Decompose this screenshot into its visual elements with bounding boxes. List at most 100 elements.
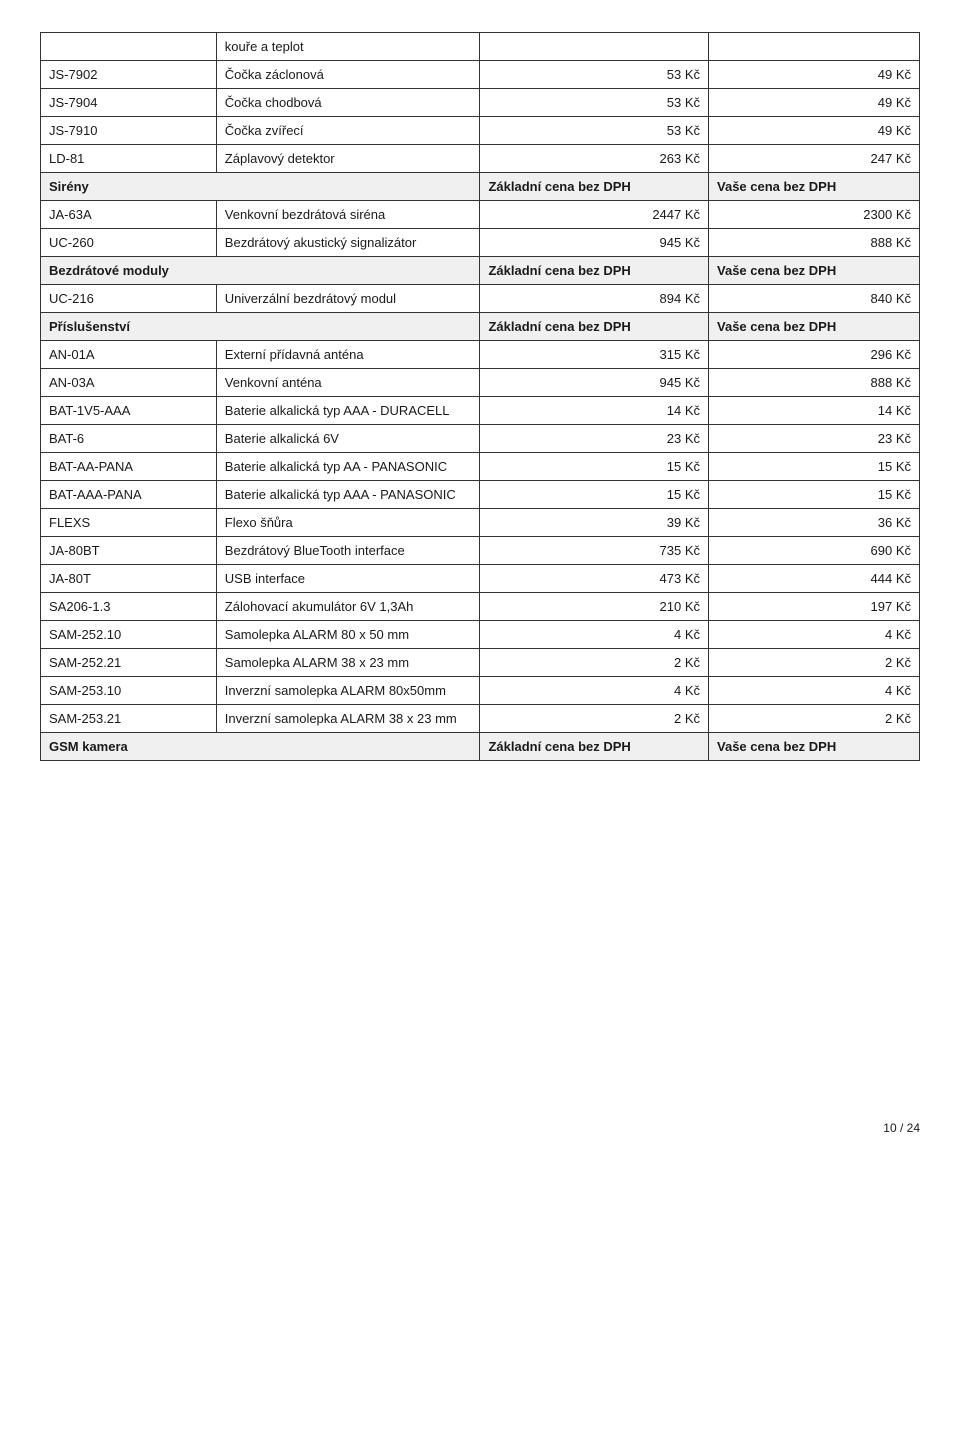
your-price: 888 Kč	[709, 369, 920, 397]
section-label: Bezdrátové moduly	[41, 257, 480, 285]
base-price: 2 Kč	[480, 649, 709, 677]
base-price-header: Základní cena bez DPH	[480, 313, 709, 341]
section-row: Bezdrátové modulyZákladní cena bez DPHVa…	[41, 257, 920, 285]
table-row: AN-01AExterní přídavná anténa315 Kč296 K…	[41, 341, 920, 369]
product-code: JS-7902	[41, 61, 217, 89]
product-desc: Externí přídavná anténa	[216, 341, 480, 369]
base-price-header: Základní cena bez DPH	[480, 257, 709, 285]
your-price-header: Vaše cena bez DPH	[709, 733, 920, 761]
your-price: 444 Kč	[709, 565, 920, 593]
section-row: SirényZákladní cena bez DPHVaše cena bez…	[41, 173, 920, 201]
table-row: SAM-252.21Samolepka ALARM 38 x 23 mm2 Kč…	[41, 649, 920, 677]
your-price: 2 Kč	[709, 649, 920, 677]
product-code: BAT-AA-PANA	[41, 453, 217, 481]
base-price: 735 Kč	[480, 537, 709, 565]
product-desc: Baterie alkalická typ AAA - PANASONIC	[216, 481, 480, 509]
price-table: kouře a teplotJS-7902Čočka záclonová53 K…	[40, 32, 920, 761]
table-row: JS-7902Čočka záclonová53 Kč49 Kč	[41, 61, 920, 89]
product-code	[41, 33, 217, 61]
base-price: 2447 Kč	[480, 201, 709, 229]
table-row: JA-80BTBezdrátový BlueTooth interface735…	[41, 537, 920, 565]
table-row: SAM-253.10Inverzní samolepka ALARM 80x50…	[41, 677, 920, 705]
product-code: SAM-253.21	[41, 705, 217, 733]
table-row: FLEXSFlexo šňůra39 Kč36 Kč	[41, 509, 920, 537]
section-label: Sirény	[41, 173, 480, 201]
your-price: 690 Kč	[709, 537, 920, 565]
your-price: 888 Kč	[709, 229, 920, 257]
base-price: 39 Kč	[480, 509, 709, 537]
product-desc: Baterie alkalická typ AAA - DURACELL	[216, 397, 480, 425]
base-price: 15 Kč	[480, 453, 709, 481]
table-row: JA-80TUSB interface473 Kč444 Kč	[41, 565, 920, 593]
page-number: 10 / 24	[40, 1121, 920, 1135]
your-price: 49 Kč	[709, 61, 920, 89]
base-price: 53 Kč	[480, 117, 709, 145]
table-row: JS-7910Čočka zvířecí53 Kč49 Kč	[41, 117, 920, 145]
table-row: BAT-AAA-PANABaterie alkalická typ AAA - …	[41, 481, 920, 509]
product-desc: Čočka chodbová	[216, 89, 480, 117]
base-price: 263 Kč	[480, 145, 709, 173]
your-price: 23 Kč	[709, 425, 920, 453]
product-code: JA-80T	[41, 565, 217, 593]
base-price-header: Základní cena bez DPH	[480, 733, 709, 761]
product-code: JS-7904	[41, 89, 217, 117]
product-code: UC-216	[41, 285, 217, 313]
your-price: 840 Kč	[709, 285, 920, 313]
your-price: 49 Kč	[709, 117, 920, 145]
product-code: BAT-6	[41, 425, 217, 453]
section-label: GSM kamera	[41, 733, 480, 761]
product-code: SA206-1.3	[41, 593, 217, 621]
your-price: 15 Kč	[709, 453, 920, 481]
product-code: SAM-252.21	[41, 649, 217, 677]
product-desc: Univerzální bezdrátový modul	[216, 285, 480, 313]
table-row: AN-03AVenkovní anténa945 Kč888 Kč	[41, 369, 920, 397]
product-desc: Bezdrátový akustický signalizátor	[216, 229, 480, 257]
product-desc: Inverzní samolepka ALARM 80x50mm	[216, 677, 480, 705]
product-code: LD-81	[41, 145, 217, 173]
product-desc: Samolepka ALARM 80 x 50 mm	[216, 621, 480, 649]
product-desc: Flexo šňůra	[216, 509, 480, 537]
your-price: 4 Kč	[709, 677, 920, 705]
table-row: UC-260Bezdrátový akustický signalizátor9…	[41, 229, 920, 257]
product-desc: Baterie alkalická typ AA - PANASONIC	[216, 453, 480, 481]
product-desc: Čočka zvířecí	[216, 117, 480, 145]
product-code: JA-63A	[41, 201, 217, 229]
your-price-header: Vaše cena bez DPH	[709, 173, 920, 201]
section-row: PříslušenstvíZákladní cena bez DPHVaše c…	[41, 313, 920, 341]
product-desc: Zálohovací akumulátor 6V 1,3Ah	[216, 593, 480, 621]
product-code: SAM-252.10	[41, 621, 217, 649]
your-price: 15 Kč	[709, 481, 920, 509]
base-price: 53 Kč	[480, 61, 709, 89]
base-price: 15 Kč	[480, 481, 709, 509]
base-price: 14 Kč	[480, 397, 709, 425]
product-code: UC-260	[41, 229, 217, 257]
base-price: 945 Kč	[480, 369, 709, 397]
your-price-header: Vaše cena bez DPH	[709, 313, 920, 341]
product-desc: Bezdrátový BlueTooth interface	[216, 537, 480, 565]
your-price	[709, 33, 920, 61]
product-desc: Samolepka ALARM 38 x 23 mm	[216, 649, 480, 677]
base-price: 473 Kč	[480, 565, 709, 593]
table-row: SAM-253.21Inverzní samolepka ALARM 38 x …	[41, 705, 920, 733]
table-row: SAM-252.10Samolepka ALARM 80 x 50 mm 4 Kč…	[41, 621, 920, 649]
table-row: BAT-AA-PANABaterie alkalická typ AA - PA…	[41, 453, 920, 481]
your-price-header: Vaše cena bez DPH	[709, 257, 920, 285]
base-price: 2 Kč	[480, 705, 709, 733]
product-desc: Venkovní bezdrátová siréna	[216, 201, 480, 229]
table-row: JA-63AVenkovní bezdrátová siréna2447 Kč2…	[41, 201, 920, 229]
your-price: 4 Kč	[709, 621, 920, 649]
product-desc: Záplavový detektor	[216, 145, 480, 173]
product-code: AN-03A	[41, 369, 217, 397]
table-row: SA206-1.3Zálohovací akumulátor 6V 1,3Ah2…	[41, 593, 920, 621]
base-price: 4 Kč	[480, 677, 709, 705]
section-row: GSM kameraZákladní cena bez DPHVaše cena…	[41, 733, 920, 761]
base-price: 23 Kč	[480, 425, 709, 453]
base-price: 894 Kč	[480, 285, 709, 313]
product-desc: Inverzní samolepka ALARM 38 x 23 mm	[216, 705, 480, 733]
product-desc: USB interface	[216, 565, 480, 593]
your-price: 247 Kč	[709, 145, 920, 173]
your-price: 296 Kč	[709, 341, 920, 369]
table-row: JS-7904Čočka chodbová53 Kč49 Kč	[41, 89, 920, 117]
your-price: 14 Kč	[709, 397, 920, 425]
your-price: 197 Kč	[709, 593, 920, 621]
